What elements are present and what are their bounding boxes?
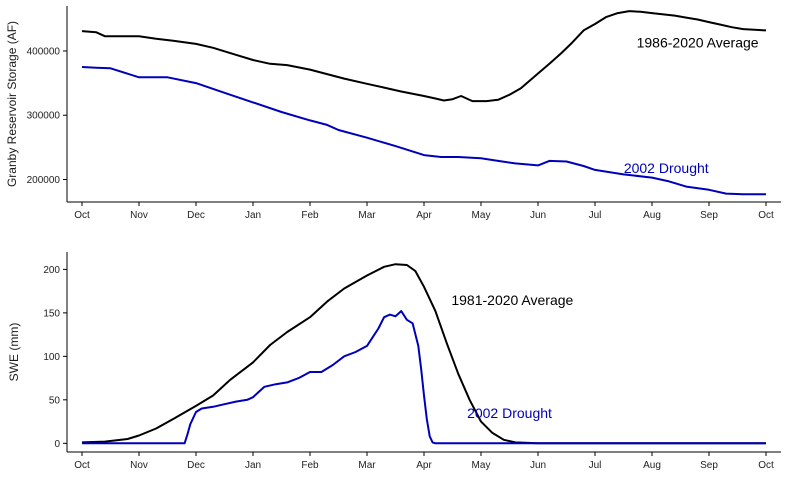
reservoir-series-line-average	[81, 10, 767, 103]
swe-y-tick-label: 150	[43, 308, 60, 319]
swe-x-tick-label: Aug	[643, 460, 661, 471]
swe-x-tick-label: Feb	[301, 460, 319, 471]
swe-x-tick-label: Jan	[245, 460, 261, 471]
reservoir-y-axis-title: Granby Reservoir Storage (AF)	[5, 21, 19, 187]
reservoir-x-tick-label: May	[472, 210, 491, 221]
swe-y-tick-label: 0	[54, 439, 60, 450]
reservoir-storage-panel: 200000 300000 400000 Oct Nov Dec Jan Feb Mar Apr…	[5, 6, 781, 221]
reservoir-x-tick-label: Aug	[643, 210, 661, 221]
reservoir-x-ticks: Oct Nov Dec Jan Feb Mar Apr May Jun Jul Aug Sep Oct	[74, 202, 774, 221]
swe-y-axis-title: SWE (mm)	[7, 323, 21, 382]
swe-y-tick-label: 200	[43, 265, 60, 276]
reservoir-series-line-drought	[81, 66, 766, 196]
swe-x-ticks: Oct Nov Dec Jan Feb Mar Apr May Jun Jul Aug Sep Oct	[74, 452, 774, 471]
swe-x-tick-label: Mar	[358, 460, 376, 471]
reservoir-y-tick-label: 400000	[27, 46, 61, 57]
reservoir-average-label: 1986-2020 Average	[637, 35, 759, 51]
reservoir-y-tick-label: 200000	[27, 175, 61, 186]
swe-x-tick-label: Oct	[74, 460, 90, 471]
reservoir-x-tick-label: Sep	[700, 210, 718, 221]
swe-y-tick-label: 100	[43, 352, 60, 363]
reservoir-series-lines	[81, 10, 767, 196]
reservoir-x-tick-label: Oct	[758, 210, 774, 221]
swe-y-ticks: 0 50 100 150 200	[43, 265, 67, 450]
swe-y-tick-label: 50	[49, 395, 61, 406]
swe-x-tick-label: May	[472, 460, 491, 471]
swe-x-tick-label: Jun	[530, 460, 546, 471]
swe-series-line-average	[81, 263, 766, 445]
reservoir-x-tick-label: Oct	[74, 210, 90, 221]
reservoir-x-tick-label: Jun	[530, 210, 546, 221]
reservoir-x-tick-label: Jul	[589, 210, 602, 221]
reservoir-y-tick-label: 300000	[27, 111, 61, 122]
swe-drought-label: 2002 Drought	[467, 405, 552, 421]
reservoir-x-tick-label: Mar	[358, 210, 376, 221]
reservoir-x-tick-label: Dec	[187, 210, 205, 221]
reservoir-x-tick-label: Nov	[130, 210, 148, 221]
swe-x-tick-label: Jul	[589, 460, 602, 471]
reservoir-x-tick-label: Feb	[301, 210, 319, 221]
swe-x-tick-label: Oct	[758, 460, 774, 471]
swe-x-tick-label: Apr	[416, 460, 432, 471]
reservoir-drought-label: 2002 Drought	[624, 160, 709, 176]
swe-average-label: 1981-2020 Average	[451, 292, 573, 308]
swe-x-tick-label: Dec	[187, 460, 205, 471]
reservoir-y-ticks: 200000 300000 400000	[27, 46, 67, 186]
reservoir-x-tick-label: Apr	[416, 210, 432, 221]
swe-series-line-drought	[82, 310, 766, 445]
swe-x-tick-label: Sep	[700, 460, 718, 471]
swe-x-tick-label: Nov	[130, 460, 148, 471]
swe-series-lines	[81, 263, 766, 445]
reservoir-x-tick-label: Jan	[245, 210, 261, 221]
swe-panel: 0 50 100 150 200 Oct Nov Dec Jan Feb Mar Apr May Jun…	[7, 252, 781, 471]
